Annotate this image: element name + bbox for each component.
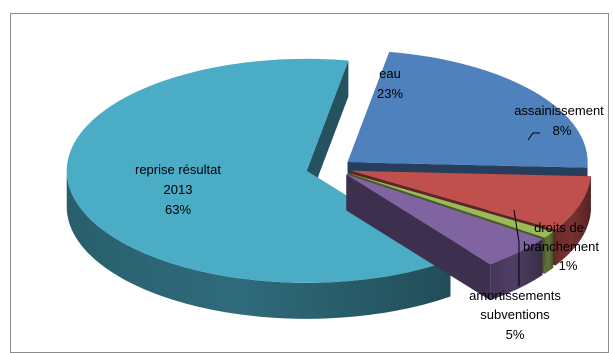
amortissements-subventions-label-line-2: 5% <box>506 327 525 342</box>
droits-de-branchement-label-line-0: droits de <box>534 220 584 235</box>
assainissement-label-line-0: assainissement <box>514 103 604 118</box>
pie-side-faces <box>67 52 591 319</box>
droits-de-branchement-label-line-2: 1% <box>559 258 578 273</box>
eau-label-line-1: 23% <box>377 86 403 101</box>
assainissement-label-line-1: 8% <box>553 123 572 138</box>
amortissements-subventions-label-line-0: amortissements <box>469 288 561 303</box>
amortissements-subventions-data-label: amortissements subventions 5% <box>469 288 561 342</box>
reprise-resultat-2013-label-line-1: 2013 <box>164 182 193 197</box>
droits-de-branchement-label-line-1: branchement <box>523 239 599 254</box>
reprise-resultat-2013-label-line-0: reprise résultat <box>135 162 221 177</box>
reprise-resultat-2013-label-line-2: 63% <box>165 202 191 217</box>
eau-label-line-0: eau <box>379 66 401 81</box>
amortissements-subventions-label-line-1: subventions <box>480 307 550 322</box>
